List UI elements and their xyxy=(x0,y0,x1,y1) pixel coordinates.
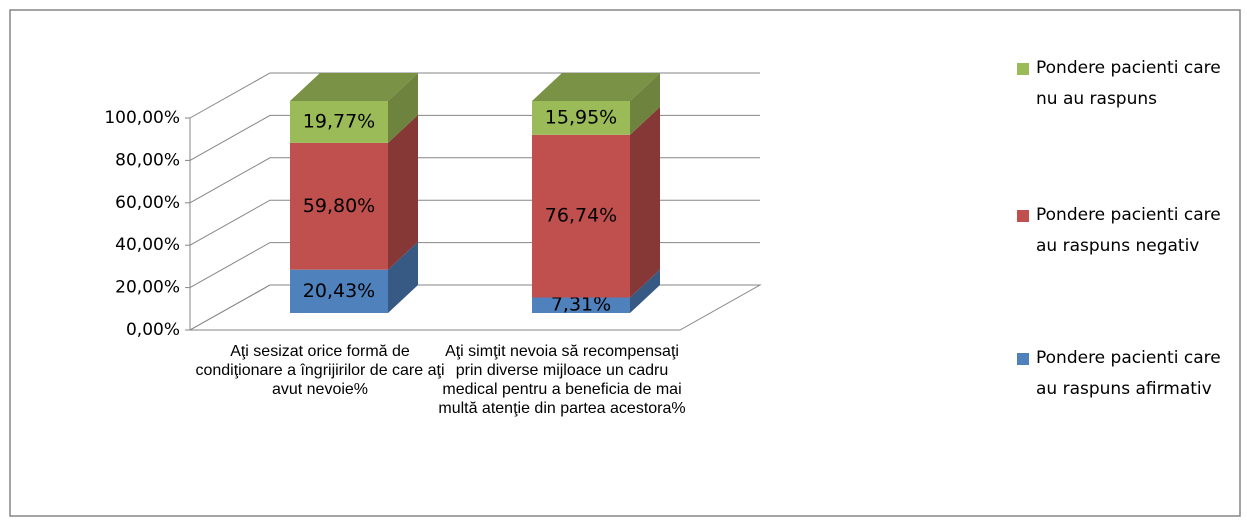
x-tick-label-box: Aţi simţit nevoia să recompensaţi prin d… xyxy=(438,343,686,417)
legend-label-box: Pondere pacienti care nu au raspuns xyxy=(1036,58,1221,109)
bar-side xyxy=(630,106,660,298)
bar-side xyxy=(388,114,418,270)
legend-label-box: Pondere pacienti care au raspuns negativ xyxy=(1036,205,1221,256)
data-label: 76,74% xyxy=(545,205,617,227)
bar-front xyxy=(290,269,388,313)
data-label: 20,43% xyxy=(303,280,375,302)
y-tick-label: 80,00% xyxy=(115,150,180,170)
data-label: 59,80% xyxy=(303,195,375,217)
bar-front xyxy=(532,297,630,313)
x-tick-label: Aţi simţit nevoia să recompensaţi prin d… xyxy=(438,343,686,417)
bar-front xyxy=(290,142,388,270)
legend-label: Pondere pacienti care au raspuns afirmat… xyxy=(1036,348,1221,399)
bar-front xyxy=(532,134,630,298)
bar-side xyxy=(388,73,418,143)
legend-swatch xyxy=(1017,63,1029,75)
x-tick-label: Aţi sesizat orice formă de condiţionare … xyxy=(195,343,445,398)
legend-label-box: Pondere pacienti care au raspuns afirmat… xyxy=(1036,348,1221,399)
legend-label: Pondere pacienti care nu au raspuns xyxy=(1036,58,1221,109)
bar-side xyxy=(630,269,660,313)
bar-side xyxy=(630,73,660,135)
data-label: 15,95% xyxy=(545,106,617,128)
y-tick-label: 40,00% xyxy=(115,235,180,255)
bar-top xyxy=(532,73,660,101)
floor xyxy=(188,284,762,331)
data-label: 7,31% xyxy=(551,294,611,316)
bar-side xyxy=(388,241,418,313)
bar-top xyxy=(290,73,418,101)
y-tick-label: 0,00% xyxy=(126,320,180,340)
x-tick-label-box: Aţi sesizat orice formă de condiţionare … xyxy=(195,343,445,398)
bar-front xyxy=(532,101,630,135)
y-tick-label: 20,00% xyxy=(115,278,180,298)
legend-swatch xyxy=(1017,353,1029,365)
y-tick-label: 60,00% xyxy=(115,193,180,213)
legend-label: Pondere pacienti care au raspuns negativ xyxy=(1036,205,1221,256)
y-tick-label: 100,00% xyxy=(104,108,180,128)
data-label: 19,77% xyxy=(303,110,375,132)
bar-front xyxy=(290,101,388,143)
legend-swatch xyxy=(1017,210,1029,222)
